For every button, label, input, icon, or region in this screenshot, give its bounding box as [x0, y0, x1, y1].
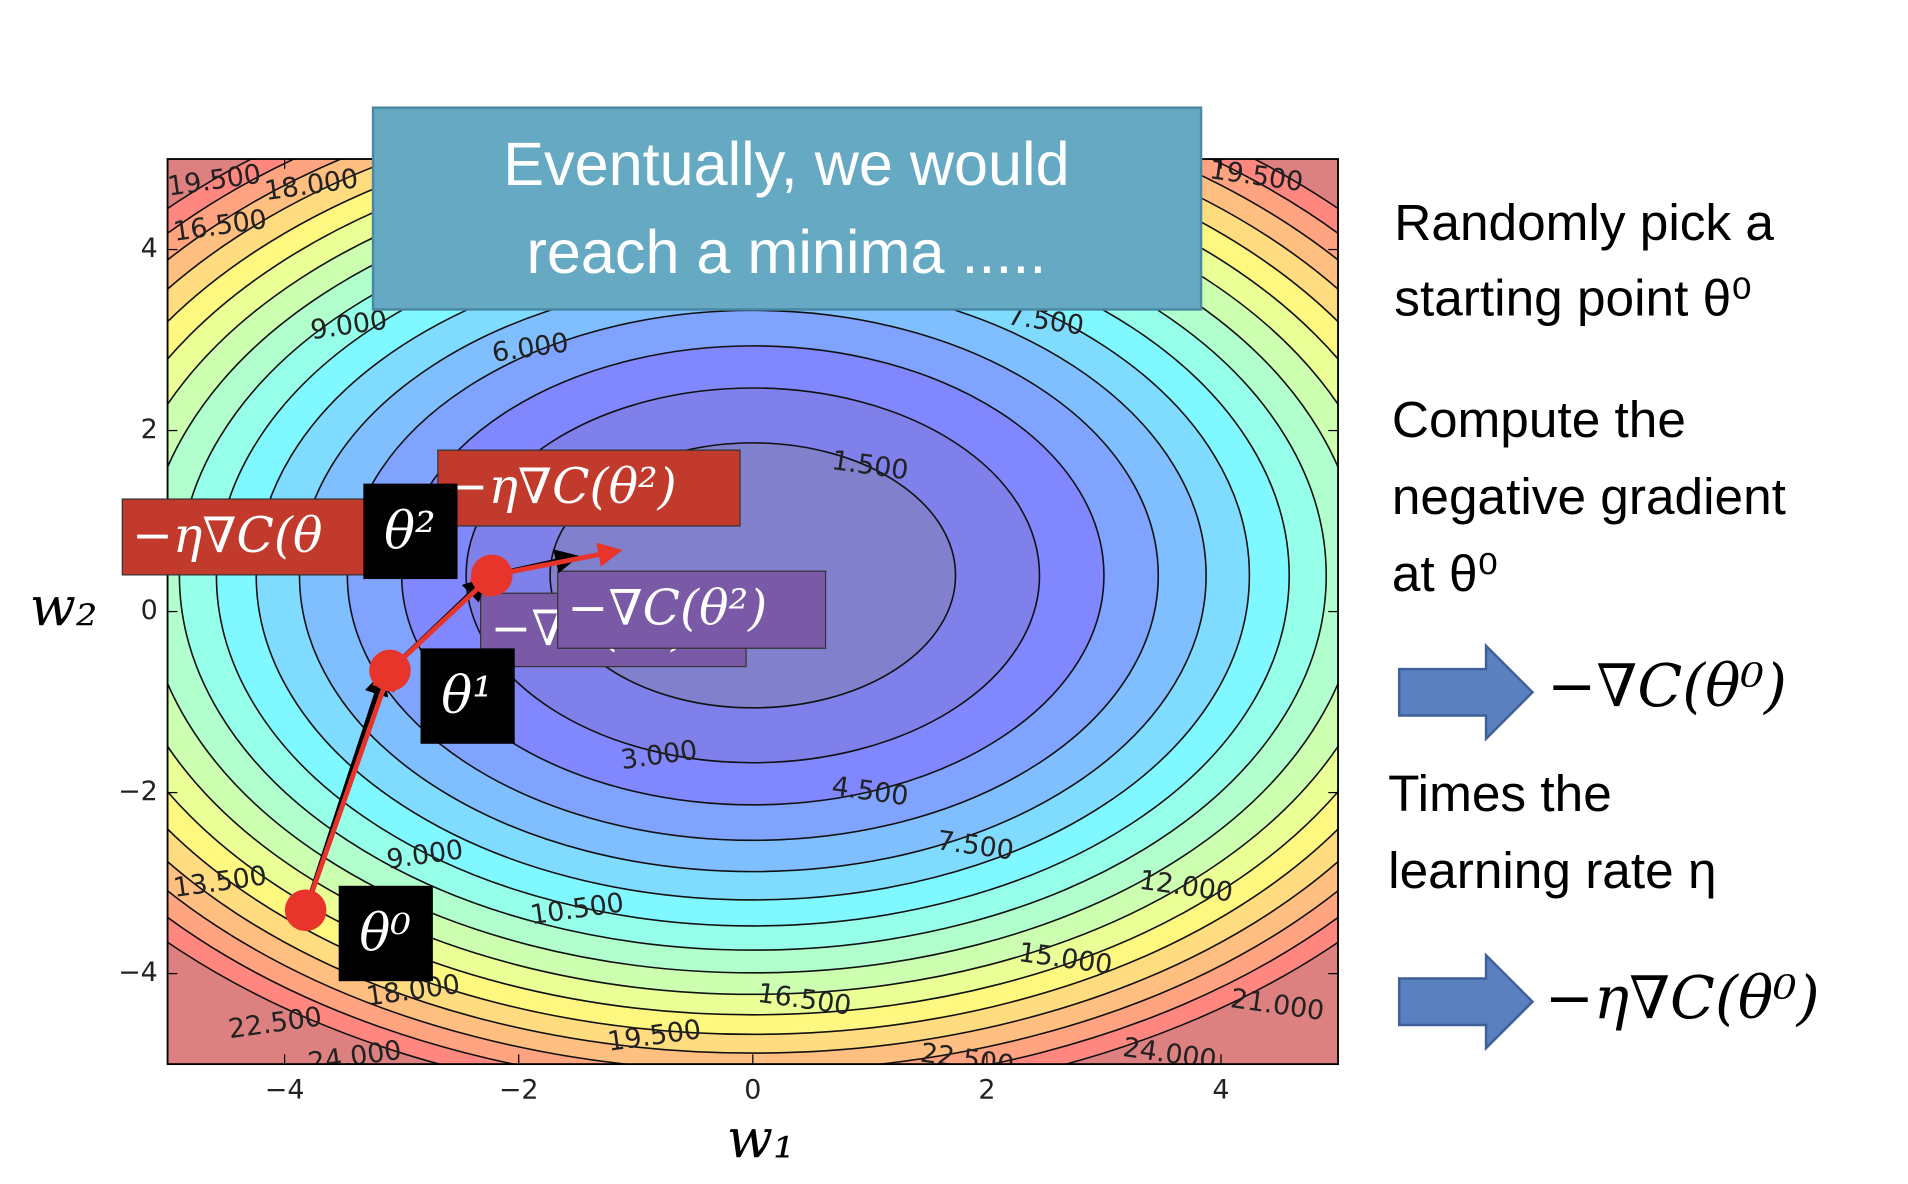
step-arrow: [491, 542, 623, 578]
x-tick-label: 0: [744, 1075, 761, 1106]
path-point: [470, 554, 513, 597]
contour-line: [167, 159, 1339, 1016]
y-tick-label: −4: [118, 957, 158, 988]
step-text: learning rate η: [1388, 842, 1716, 899]
step-text: at θ⁰: [1392, 545, 1498, 602]
axes: −4 −2 0 2 4 −4 −2 0 2 4: [118, 159, 1339, 1106]
result-text: −∇C(θ⁰): [1547, 652, 1787, 720]
step-arrow: [388, 572, 496, 673]
annotation-text: −∇C(θ²): [568, 580, 768, 637]
x-axis-label: w₁: [727, 1108, 795, 1171]
annotation-text: −η∇C(θ: [132, 507, 322, 564]
point-label: θ²: [384, 502, 436, 562]
steps: Randomly pick a starting point θ⁰ Comput…: [1388, 194, 1786, 899]
step-text: starting point θ⁰: [1394, 270, 1752, 327]
result-text: −η∇C(θ⁰): [1545, 964, 1820, 1032]
callout-text: Eventually, we would: [503, 130, 1069, 198]
step-text: Times the: [1388, 765, 1612, 822]
contour-line: [167, 159, 1339, 1035]
contour-line: [549, 442, 957, 709]
x-tick-label: 4: [1212, 1075, 1229, 1106]
y-axis-label: w₂: [30, 576, 98, 639]
contour-line: [167, 159, 1339, 1054]
block-arrow: [1397, 952, 1535, 1052]
step-text: Randomly pick a: [1394, 194, 1774, 251]
y-tick-label: −2: [118, 776, 158, 807]
y-tick-label: 4: [141, 233, 158, 264]
annotation-box: [437, 449, 741, 527]
y-tick-label: 2: [141, 414, 158, 445]
x-tick-label: −4: [265, 1075, 305, 1106]
point-label: θ¹: [441, 666, 493, 726]
point-label: θ⁰: [359, 904, 411, 964]
block-arrow: [1397, 642, 1535, 742]
contour-line: [167, 159, 1339, 996]
callout-box: [371, 106, 1203, 311]
x-tick-label: 2: [978, 1075, 995, 1106]
step-text: Compute the: [1392, 391, 1686, 448]
point-label-box: [338, 885, 433, 982]
step-text: negative gradient: [1392, 468, 1786, 525]
contour-line: [465, 387, 1041, 764]
callout-text: reach a minima .....: [527, 218, 1047, 286]
annotation-text: −η∇C(θ²): [448, 458, 677, 515]
step-arrow: [303, 665, 396, 912]
path-point: [369, 649, 411, 692]
point-label-box: [420, 648, 515, 744]
point-label-box: [363, 483, 458, 580]
y-tick-label: 0: [141, 595, 158, 626]
contour-plot: 1.5003.0004.5006.0007.5007.5009.0009.000…: [167, 159, 1339, 1065]
path-point: [284, 889, 327, 932]
x-tick-label: −2: [499, 1075, 539, 1106]
annotation-box: [557, 570, 827, 649]
annotation-box: [121, 498, 368, 576]
